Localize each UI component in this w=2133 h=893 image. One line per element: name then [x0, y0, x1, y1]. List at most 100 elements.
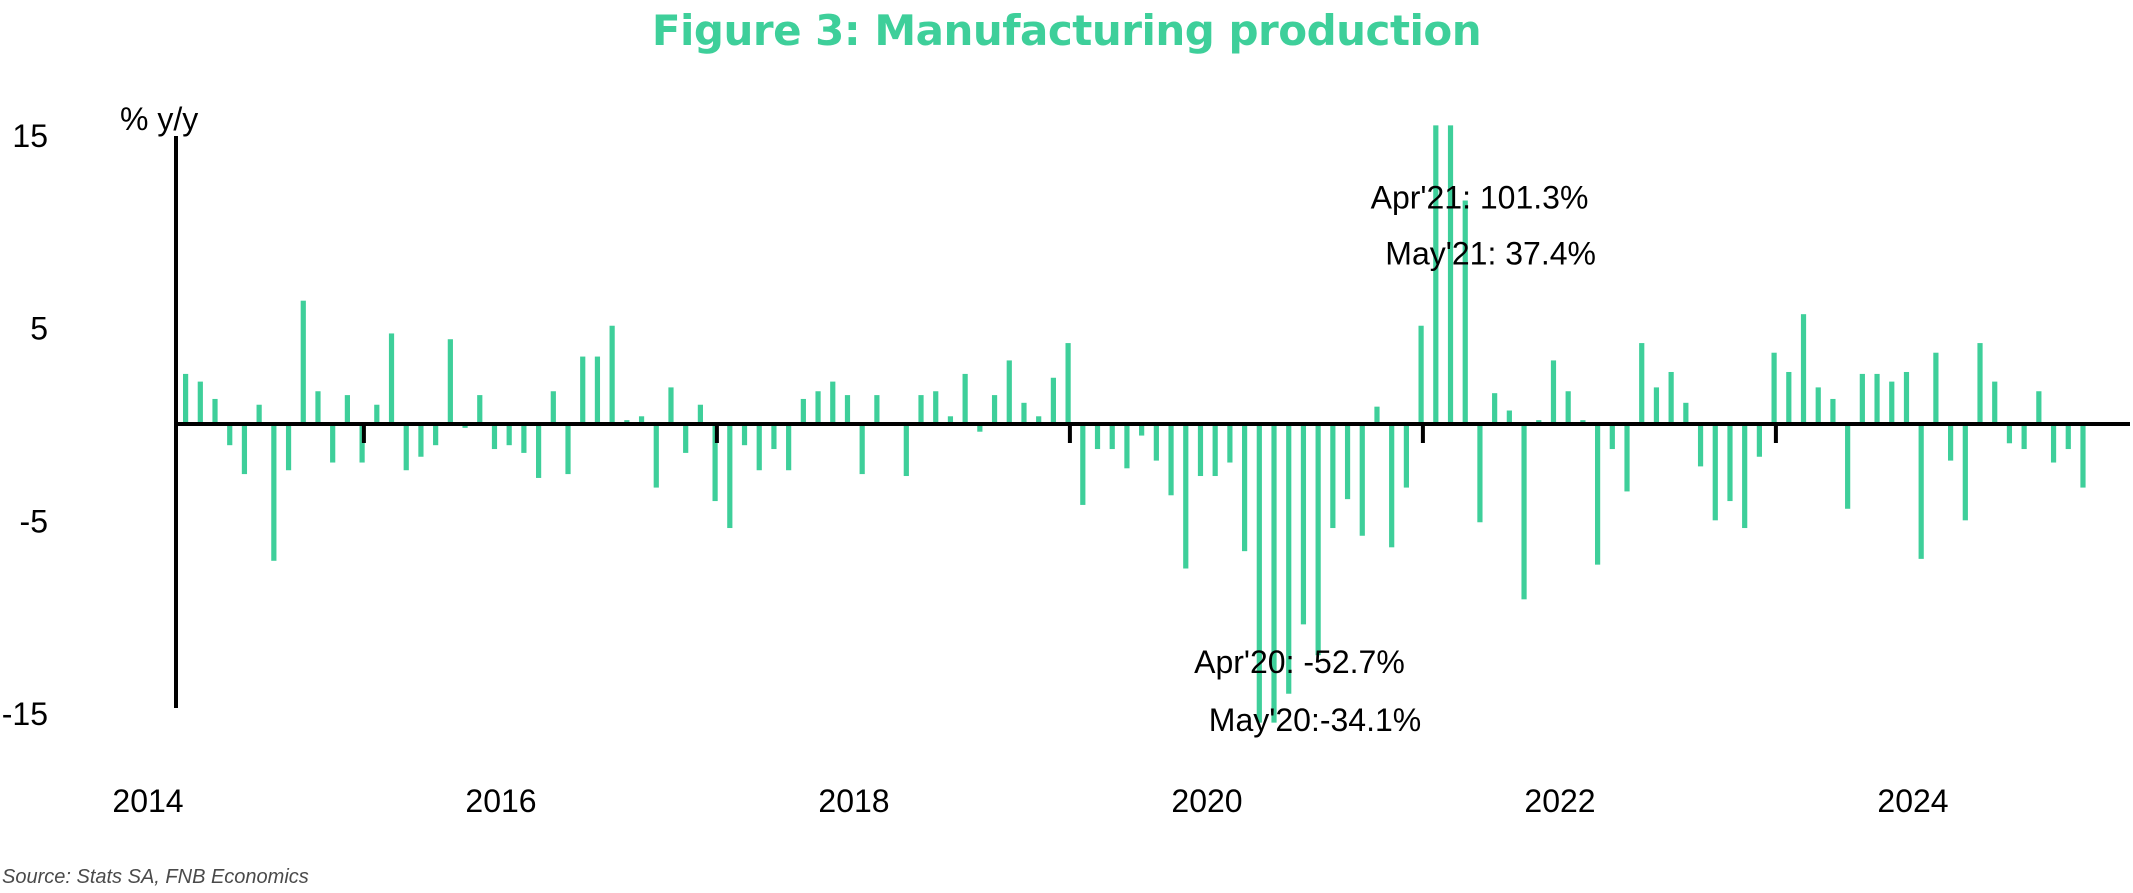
- bar-2017-03: [741, 424, 748, 446]
- bar-2015-01: [359, 424, 365, 463]
- bar-2023-04: [1815, 387, 1821, 424]
- bar-2019-10: [1197, 424, 1204, 477]
- bar-2017-10: [844, 395, 851, 424]
- x-tick-label: 2020: [1171, 783, 1242, 819]
- bar-2023-05: [1830, 398, 1836, 424]
- bar-2020-11: [1389, 424, 1395, 548]
- bar-2021-06: [1492, 393, 1498, 424]
- bar-2020-03: [1271, 424, 1277, 723]
- bar-2017-04: [756, 424, 762, 471]
- bar-2024-04: [1992, 381, 1998, 424]
- bar-2021-03: [1447, 125, 1454, 425]
- bar-2023-06: [1845, 424, 1851, 509]
- bar-2015-04: [403, 424, 409, 471]
- bar-2016-08: [638, 416, 645, 424]
- bar-2018-02: [903, 424, 909, 477]
- bar-2020-08: [1344, 424, 1351, 500]
- annotation-label: May'20:-34.1%: [1209, 702, 1421, 738]
- bar-2023-08: [1874, 373, 1880, 424]
- chart-title: Figure 3: Manufacturing production: [651, 6, 1482, 55]
- annotation-label: May'21: 37.4%: [1385, 236, 1596, 272]
- bar-2020-04: [1286, 424, 1292, 694]
- bar-2019-12: [1227, 424, 1233, 463]
- bar-2017-06: [786, 424, 792, 471]
- bar-2019-07: [1153, 424, 1159, 461]
- axes-group: [174, 136, 2130, 708]
- bar-2016-09: [653, 424, 659, 488]
- annotation-label: Apr'20: -52.7%: [1194, 644, 1405, 680]
- bar-2014-12: [344, 395, 350, 424]
- bar-2019-06: [1139, 424, 1145, 436]
- bar-2014-11: [330, 424, 336, 463]
- x-tick-label: 2024: [1877, 783, 1948, 819]
- y-tick-label: -5: [20, 503, 48, 539]
- bar-2022-01: [1595, 424, 1601, 565]
- bar-group: [183, 125, 2086, 723]
- bar-2023-10: [1903, 371, 1910, 424]
- bar-2014-06: [256, 404, 262, 424]
- bar-2024-10: [2080, 424, 2086, 488]
- bar-2019-08: [1168, 424, 1174, 496]
- bar-2015-12: [521, 424, 527, 453]
- bar-2018-03: [918, 395, 924, 424]
- bar-2024-07: [2036, 391, 2042, 424]
- bar-2024-03: [1977, 343, 1983, 424]
- bar-2023-12: [1933, 352, 1939, 424]
- bar-2016-04: [580, 356, 586, 424]
- bar-2018-08: [991, 395, 998, 424]
- bar-2021-05: [1477, 424, 1483, 523]
- bar-2014-03: [212, 398, 218, 424]
- bar-2018-12: [1050, 377, 1056, 424]
- bar-2023-01: [1771, 352, 1777, 424]
- bar-2015-11: [506, 424, 512, 446]
- bar-2018-10: [1021, 402, 1027, 424]
- bar-2019-01: [1065, 343, 1071, 424]
- bar-2024-09: [2065, 424, 2071, 450]
- bar-2017-07: [800, 398, 806, 424]
- bar-2016-12: [697, 404, 703, 424]
- bar-2022-03: [1624, 424, 1630, 492]
- bar-2024-08: [2050, 424, 2057, 463]
- bar-2023-07: [1859, 373, 1865, 424]
- bar-2017-01: [712, 424, 718, 502]
- bar-2016-02: [550, 391, 556, 424]
- bar-2022-06: [1668, 371, 1674, 424]
- bar-2021-11: [1565, 391, 1571, 424]
- bar-2022-04: [1639, 343, 1645, 424]
- bar-2016-06: [609, 325, 615, 424]
- bar-2020-10: [1374, 406, 1380, 424]
- bar-2022-09: [1712, 424, 1718, 521]
- bar-2020-12: [1403, 424, 1409, 488]
- bar-2015-10: [491, 424, 498, 450]
- bar-2016-01: [536, 424, 542, 478]
- bar-2021-01: [1418, 325, 1424, 424]
- bar-2015-05: [418, 424, 424, 457]
- bar-2015-09: [477, 395, 483, 424]
- bar-2021-10: [1550, 360, 1557, 424]
- bar-2016-11: [683, 424, 689, 453]
- bar-2014-04: [227, 424, 233, 446]
- bar-2024-06: [2021, 424, 2027, 450]
- bar-2024-01: [1948, 424, 1954, 461]
- bar-2014-09: [300, 300, 306, 424]
- bar-2019-11: [1212, 424, 1218, 477]
- annotation-label: Apr'21: 101.3%: [1371, 180, 1589, 216]
- bar-2023-03: [1800, 314, 1807, 424]
- bar-2014-02: [197, 381, 203, 424]
- bar-2022-08: [1697, 424, 1704, 467]
- bar-2019-05: [1124, 424, 1130, 469]
- bar-2021-07: [1506, 410, 1512, 424]
- bar-2020-07: [1330, 424, 1336, 529]
- bar-2022-11: [1742, 424, 1748, 529]
- bar-2020-09: [1359, 424, 1365, 536]
- bar-2018-05: [947, 416, 954, 424]
- bar-2023-11: [1918, 424, 1924, 559]
- bar-2018-09: [1006, 360, 1012, 424]
- bar-2021-04: [1462, 200, 1468, 424]
- bar-2017-02: [727, 424, 733, 529]
- bar-2015-07: [447, 339, 453, 424]
- bar-2018-07: [977, 424, 983, 432]
- bar-2019-09: [1183, 424, 1189, 569]
- bar-2023-02: [1786, 371, 1792, 424]
